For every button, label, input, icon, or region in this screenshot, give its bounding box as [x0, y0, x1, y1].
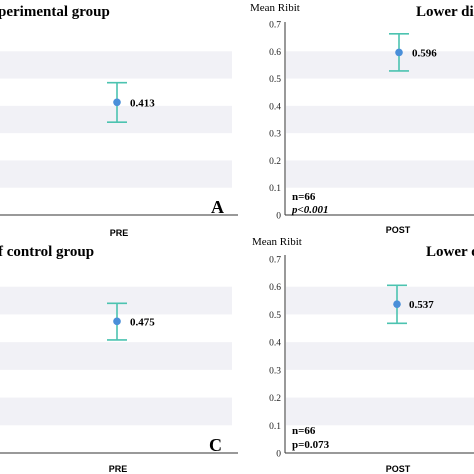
y-tick-label: 0.7 [269, 256, 281, 266]
grid-band [0, 51, 232, 79]
grid-band [286, 397, 474, 426]
grid-band [0, 342, 232, 370]
grid-band [286, 105, 474, 134]
panel-a: perimental group A PRE 0.413 [0, 4, 238, 238]
grid-band [286, 342, 474, 370]
grid-band [0, 105, 232, 134]
y-tick-label: 0.4 [269, 102, 281, 112]
grid-bands [286, 51, 474, 188]
annotation-n: n=66 [292, 425, 316, 437]
y-tick-label: 0.5 [269, 75, 281, 85]
mean-point [395, 48, 403, 57]
grid-band [286, 51, 474, 79]
value-label: 0.596 [412, 47, 437, 59]
y-tick-label: 0.3 [269, 366, 281, 376]
y-axis-label: Mean Ribit [252, 236, 302, 248]
panel-letter: A [211, 197, 224, 217]
y-tick-label: 0.1 [269, 184, 281, 194]
chart-marks: 0.475 [107, 302, 155, 341]
panel-b: Mean Ribit Lower dis 0 0.1 0.2 0.3 0.4 0.5 0.6… [250, 2, 474, 235]
y-axis-label: Mean Ribit [250, 2, 300, 14]
y-tick-label: 0.1 [269, 422, 281, 432]
y-tick-label: 0.2 [269, 157, 281, 167]
chart-marks: 0.537 [387, 284, 434, 325]
annotation-n: n=66 [292, 191, 316, 203]
panel-letter: C [209, 435, 222, 455]
panel-title: f control group [0, 244, 94, 260]
mean-point [113, 98, 121, 107]
mean-point [113, 317, 121, 326]
grid-bands [0, 286, 232, 426]
panel-c: f control group C PRE 0.475 [0, 244, 238, 474]
y-tick-label: 0.5 [269, 311, 281, 321]
x-tick-label: PRE [110, 228, 129, 238]
value-label: 0.413 [130, 97, 155, 109]
y-tick-label: 0 [276, 212, 281, 222]
panel-title: Lower d [426, 244, 474, 260]
grid-band [0, 160, 232, 188]
annotation-p: p<0.001 [291, 204, 329, 216]
y-tick-label: 0.7 [269, 21, 281, 31]
grid-bands [286, 286, 474, 426]
grid-band [286, 286, 474, 315]
y-tick-label: 0 [276, 450, 281, 460]
y-tick-label: 0.6 [269, 283, 281, 293]
y-tick-label: 0.3 [269, 130, 281, 140]
y-tick-labels: 0 0.1 0.2 0.3 0.4 0.5 0.6 0.7 [269, 256, 281, 460]
y-tick-label: 0.4 [269, 339, 281, 349]
x-tick-label: POST [386, 225, 411, 235]
panel-title: perimental group [0, 4, 110, 20]
y-tick-label: 0.6 [269, 48, 281, 58]
chart-marks: 0.413 [107, 81, 155, 124]
x-tick-label: PRE [109, 464, 128, 474]
y-tick-labels: 0 0.1 0.2 0.3 0.4 0.5 0.6 0.7 [269, 21, 281, 222]
mean-point [393, 300, 401, 308]
grid-band [286, 160, 474, 188]
chart-marks: 0.596 [389, 33, 437, 72]
annotation-p: p=0.073 [292, 439, 330, 451]
x-tick-label: POST [386, 464, 411, 474]
grid-band [0, 397, 232, 426]
value-label: 0.475 [130, 316, 155, 328]
value-label: 0.537 [409, 299, 434, 311]
panel-d: Mean Ribit Lower d 0 0.1 0.2 0.3 0.4 0.5 0.6 0.… [252, 236, 474, 474]
grid-band [0, 286, 232, 315]
panel-title: Lower dis [416, 4, 474, 20]
y-tick-label: 0.2 [269, 394, 281, 404]
grid-bands [0, 51, 232, 188]
